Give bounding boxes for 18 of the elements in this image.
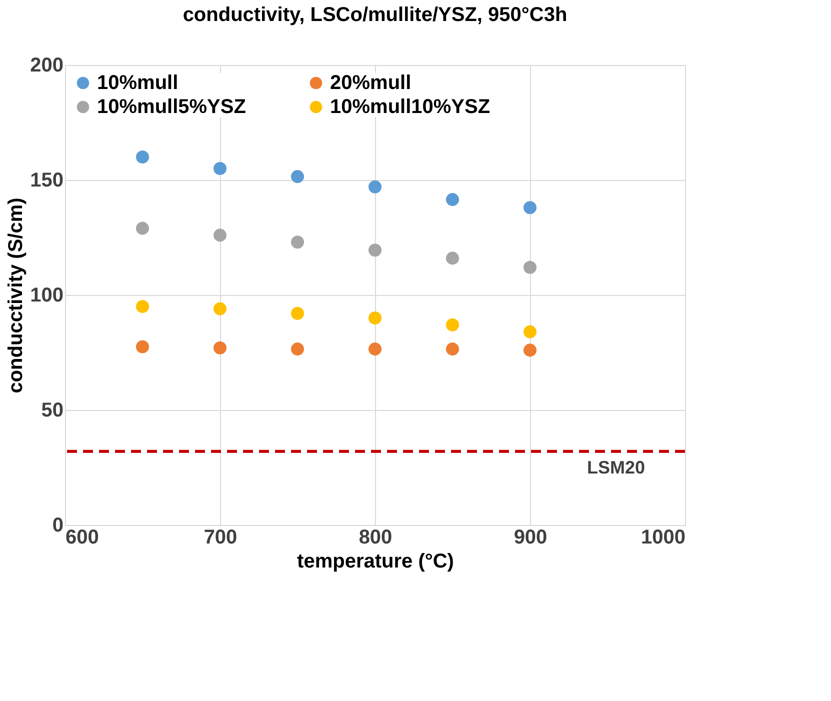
legend-label: 10%mull5%YSZ	[97, 96, 246, 118]
y-tick-label: 50	[41, 400, 64, 422]
y-tick-label: 150	[30, 170, 64, 192]
x-tick-label: 1000	[641, 526, 686, 548]
y-tick-label: 0	[52, 514, 64, 536]
x-tick-label: 600	[66, 526, 99, 548]
legend-label: 10%mull	[97, 72, 178, 94]
x-tick-label: 700	[204, 526, 238, 548]
y-axis-title: conducctivity (S/cm)	[5, 198, 28, 394]
legend-label: 10%mull10%YSZ	[330, 96, 490, 118]
x-tick-label: 800	[358, 526, 392, 548]
legend-label: 20%mull	[330, 72, 412, 94]
y-tick-label: 200	[30, 54, 64, 76]
chart-title: conductivity, LSCo/mullite/YSZ, 950°C3h	[182, 4, 568, 26]
y-tick-label: 100	[30, 284, 64, 306]
x-tick-label: 900	[514, 526, 548, 548]
ref-line-label: LSM20	[586, 457, 645, 478]
x-axis-title: temperature (°C)	[297, 550, 454, 572]
